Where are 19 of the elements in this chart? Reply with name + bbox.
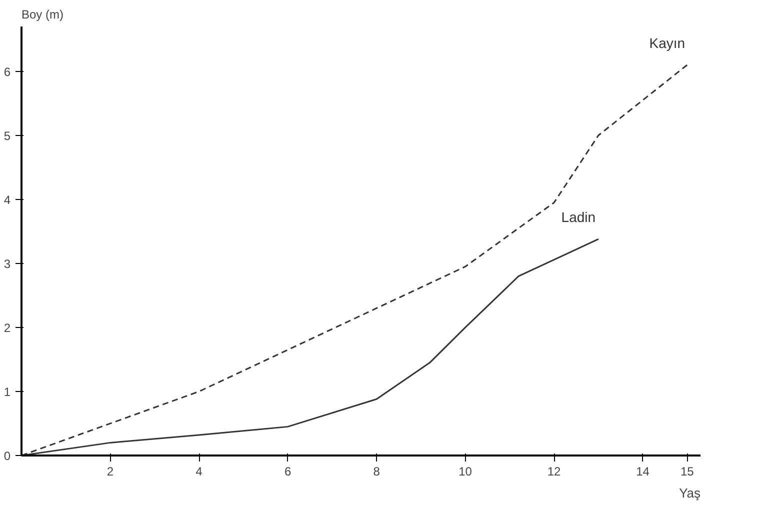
x-tick-label: 8 bbox=[373, 464, 380, 478]
y-tick-label: 5 bbox=[4, 128, 11, 143]
x-tick-label: 14 bbox=[636, 464, 650, 478]
x-tick-label: 2 bbox=[106, 464, 114, 478]
y-tick-label: 4 bbox=[4, 192, 11, 207]
x-axis-title: Yaş bbox=[679, 486, 701, 500]
x-tick-label: 4 bbox=[196, 464, 203, 478]
y-tick-label: 6 bbox=[4, 64, 11, 79]
series-label: Kayın bbox=[649, 34, 686, 51]
y-tick-label: 2 bbox=[4, 320, 11, 335]
y-tick-label: 0 bbox=[4, 449, 11, 463]
y-axis-title: Boy (m) bbox=[22, 8, 64, 22]
x-tick-label: 6 bbox=[284, 464, 292, 478]
series-label: Ladin bbox=[561, 209, 596, 226]
y-tick-label: 3 bbox=[4, 256, 11, 271]
x-tick-label: 12 bbox=[547, 464, 562, 478]
x-tick-label: 15 bbox=[680, 464, 694, 478]
y-tick-label: 1 bbox=[4, 384, 11, 399]
x-tick-label: 10 bbox=[458, 464, 472, 478]
